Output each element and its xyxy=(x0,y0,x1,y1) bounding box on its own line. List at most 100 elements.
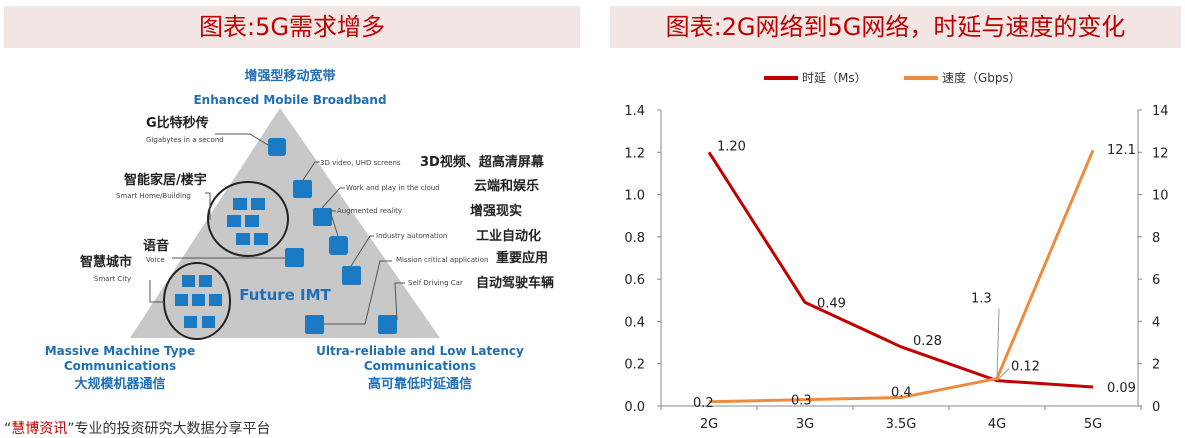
left-y-tick-label: 0.0 xyxy=(624,400,645,415)
city-leader xyxy=(149,280,164,303)
footer-brand: 慧博资讯 xyxy=(11,421,68,437)
voice-phone-icon xyxy=(285,248,304,267)
data-label: 1.3 xyxy=(971,292,992,307)
right-panel-title: 图表:2G网络到5G网络，时延与速度的变化 xyxy=(610,6,1181,48)
industry-icon xyxy=(342,266,361,285)
ar-en-label: Augmented reality xyxy=(337,207,402,215)
ar-cn-label: 增强现实 xyxy=(470,203,522,219)
car-leader xyxy=(394,282,405,321)
home-icon-3 xyxy=(227,215,241,227)
data-label: 0.28 xyxy=(913,334,942,349)
video-en-label: 3D video, UHD screens xyxy=(320,159,401,167)
left-y-tick-label: 0.4 xyxy=(624,315,645,330)
right-y-tick-label: 14 xyxy=(1152,104,1169,119)
home-en-label: Smart Home/Building xyxy=(116,192,191,200)
home-icon-5 xyxy=(236,233,250,245)
voice-en-label: Voice xyxy=(146,256,165,264)
top-en-label: Enhanced Mobile Broadband xyxy=(193,93,386,107)
city-icon-6 xyxy=(184,316,197,328)
x-tick-label: 5G xyxy=(1084,417,1102,432)
latency-speed-chart: 时延（Ms） 速度（Gbps） 0.0 0.2 0.4 0.6 0.8 1.0 1.2 1.4… xyxy=(624,70,1168,432)
ar-icon xyxy=(329,236,348,255)
data-label: 0.4 xyxy=(891,386,912,401)
left-panel-title: 图表:5G需求增多 xyxy=(4,6,580,48)
legend-latency-label: 时延（Ms） xyxy=(802,71,867,85)
left-y-tick-label: 1.4 xyxy=(624,104,645,119)
right-en-label-1: Ultra-reliable and Low Latency xyxy=(316,344,524,358)
gbps-en-label: Gigabytes in a second xyxy=(146,136,224,144)
left-cn-label: 大规模机器通信 xyxy=(74,376,165,392)
video-screen-icon xyxy=(293,180,312,198)
data-label: 0.12 xyxy=(1011,360,1040,375)
left-y-tick-label: 0.6 xyxy=(624,273,645,288)
data-label: 12.1 xyxy=(1107,143,1136,158)
right-y-tick-label: 6 xyxy=(1152,273,1160,288)
industry-en-label: Industry automation xyxy=(376,232,447,240)
data-label: 0.49 xyxy=(817,296,846,311)
right-y-tick-label: 12 xyxy=(1152,146,1169,161)
top-cn-label: 增强型移动宽带 xyxy=(244,68,335,84)
home-icon-6 xyxy=(254,233,268,245)
left-y-tick-label: 0.8 xyxy=(624,231,645,246)
city-en-label: Smart City xyxy=(94,275,131,283)
self-driving-icon xyxy=(378,315,397,334)
left-en-label-2: Communications xyxy=(64,359,176,373)
data-label: 0.09 xyxy=(1107,381,1136,396)
video-leader xyxy=(302,161,320,181)
left-y-tick-label: 0.2 xyxy=(624,358,645,373)
latency-4g-callout xyxy=(996,368,1010,381)
center-label: Future IMT xyxy=(239,286,331,304)
cloud-en-label: Work and play in the cloud xyxy=(346,184,440,192)
ar-leader xyxy=(329,210,339,237)
smart-city-circle xyxy=(163,262,231,340)
left-y-tick-label: 1.2 xyxy=(624,146,645,161)
gbps-icon xyxy=(268,138,286,156)
x-tick-label: 4G xyxy=(988,417,1006,432)
triangle-diagram: 增强型移动宽带 Enhanced Mobile Broadband Future… xyxy=(45,68,554,392)
footer-quote: “ xyxy=(4,421,12,437)
cloud-icon xyxy=(313,208,332,226)
mission-critical-icon xyxy=(305,315,324,334)
gbps-cn-label: G比特秒传 xyxy=(146,115,209,131)
right-y-tick-label: 4 xyxy=(1152,315,1160,330)
video-cn-label: 3D视频、超高清屏幕 xyxy=(420,154,545,170)
industry-leader xyxy=(350,235,374,267)
mission-en-label: Mission critical application xyxy=(396,256,488,264)
city-icon-5 xyxy=(209,294,222,306)
home-icon-2 xyxy=(251,198,265,210)
right-y-tick-label: 0 xyxy=(1152,400,1160,415)
legend-speed-label: 速度（Gbps） xyxy=(942,70,1021,85)
data-label: 0.3 xyxy=(791,394,812,409)
x-tick-label: 2G xyxy=(700,417,718,432)
industry-cn-label: 工业自动化 xyxy=(476,228,541,244)
city-icon-1 xyxy=(182,275,195,287)
data-label: 0.2 xyxy=(693,396,714,411)
city-icon-2 xyxy=(199,275,212,287)
mission-leader xyxy=(324,260,392,325)
right-y-tick-label: 2 xyxy=(1152,358,1160,373)
home-leader xyxy=(205,192,211,220)
cloud-cn-label: 云端和娱乐 xyxy=(474,178,539,194)
smart-home-circle xyxy=(207,181,289,257)
data-label: 1.20 xyxy=(717,139,746,154)
car-en-label: Self Driving Car xyxy=(408,279,463,287)
mission-cn-label: 重要应用 xyxy=(496,250,548,266)
series-line-speed xyxy=(708,149,1095,404)
home-icon-4 xyxy=(245,215,259,227)
city-icon-3 xyxy=(175,294,188,306)
speed-4g-callout xyxy=(996,308,1000,379)
city-icon-4 xyxy=(192,294,205,306)
series-line-latency xyxy=(707,151,1094,389)
right-cn-label: 高可靠低时延通信 xyxy=(368,376,472,392)
right-y-tick-label: 10 xyxy=(1152,189,1169,204)
home-cn-label: 智能家居/楼宇 xyxy=(124,172,207,188)
left-y-tick-label: 1.0 xyxy=(624,189,645,204)
footer-note: “慧博资讯”专业的投资研究大数据分享平台 xyxy=(4,418,271,438)
voice-cn-label: 语音 xyxy=(143,238,169,254)
footer-text: ”专业的投资研究大数据分享平台 xyxy=(67,421,271,437)
home-icon-1 xyxy=(233,198,247,210)
car-cn-label: 自动驾驶车辆 xyxy=(476,275,554,291)
x-tick-label: 3G xyxy=(796,417,814,432)
city-icon-7 xyxy=(202,316,215,328)
